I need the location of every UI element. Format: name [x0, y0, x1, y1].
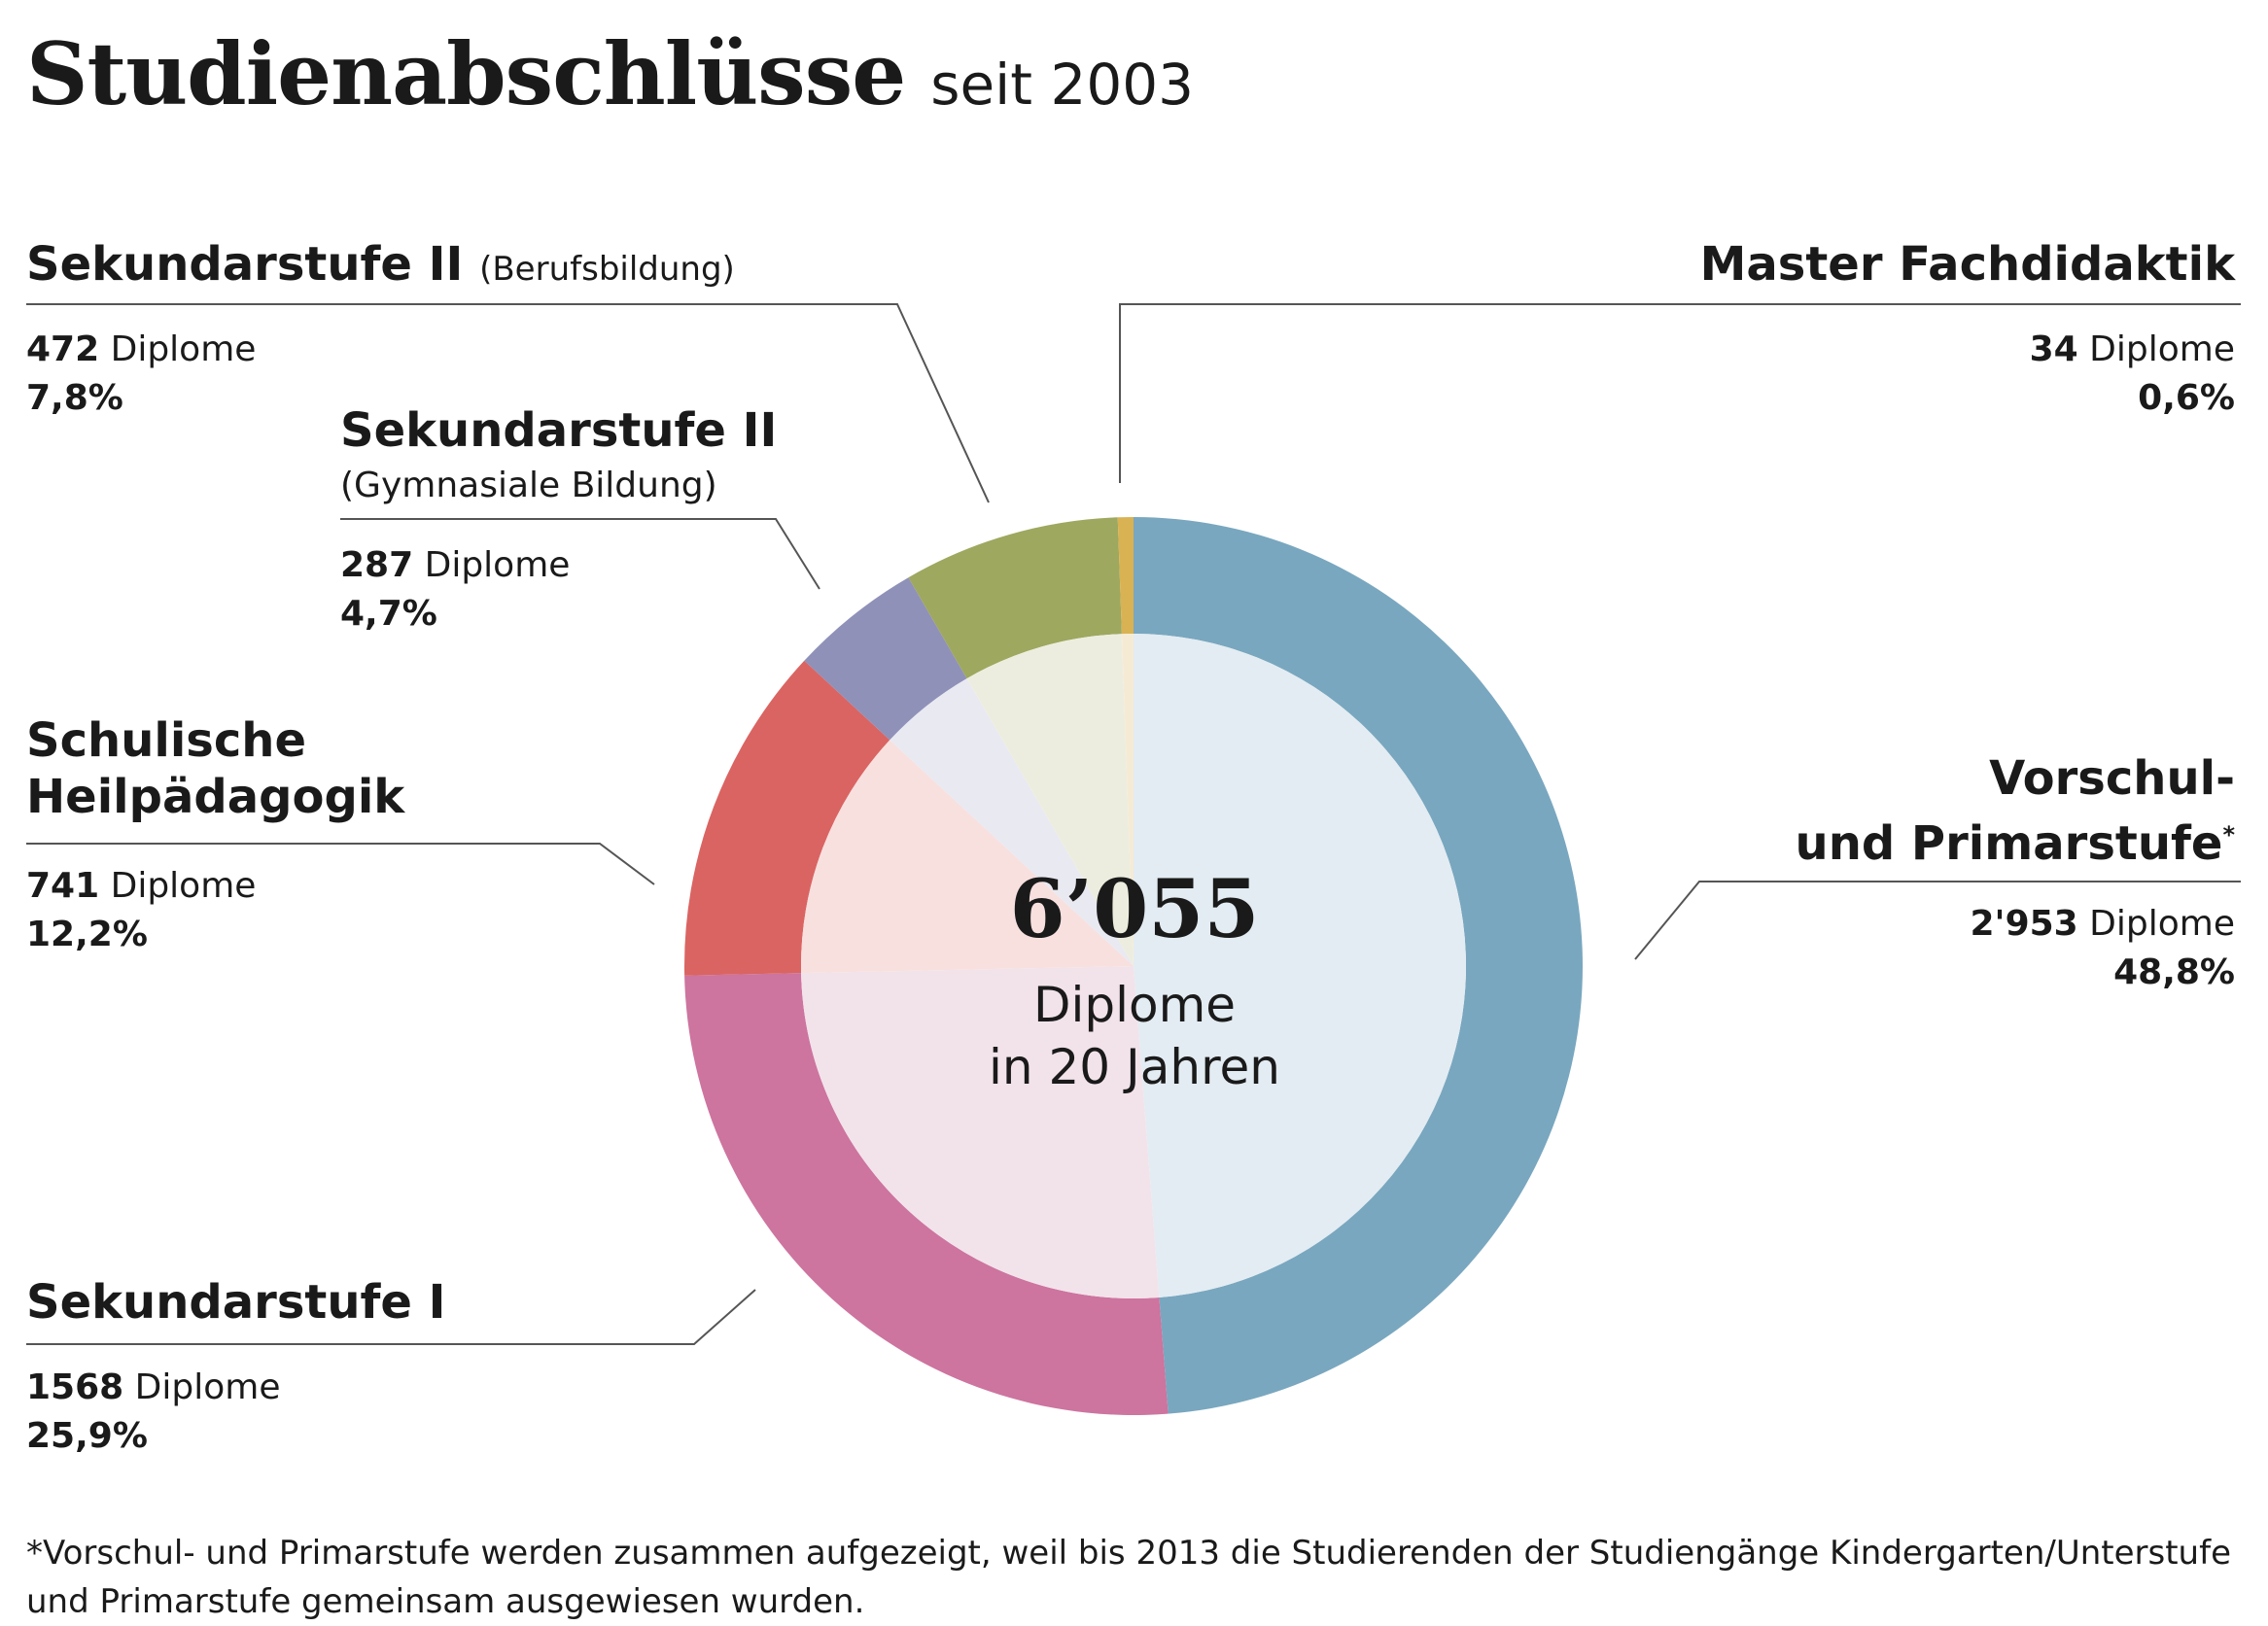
stat-master-percent: 0,6%	[2138, 378, 2235, 418]
label-gymn-sub: (Gymnasiale Bildung)	[340, 466, 717, 505]
leader-line-sek1	[26, 1289, 756, 1345]
stat-gymn-percent: 4,7%	[340, 594, 437, 634]
leader-line-heil	[26, 843, 655, 885]
leader-line-vorschul	[1634, 881, 2241, 960]
leader-line-master	[1119, 303, 2241, 483]
chart-subtitle: seit 2003	[930, 52, 1195, 118]
donut-ring-slice-3	[804, 577, 967, 741]
leader-line-beruf	[26, 303, 990, 503]
donut-inner-slice-1	[801, 966, 1160, 1298]
donut-inner-slice-0	[1134, 634, 1466, 1297]
donut-inner-slice-3	[890, 678, 1134, 966]
stat-vorschul-count: 2'953 Diplome	[1970, 904, 2236, 944]
donut-inner-slice-2	[801, 740, 1134, 974]
label-beruf: Sekundarstufe II (Berufsbildung)	[26, 236, 735, 297]
chart-title-block: Studienabschlüsse seit 2003	[26, 23, 1194, 124]
label-vorschul-line2: und Primarstufe*	[1795, 816, 2235, 871]
label-master: Master Fachdidaktik	[1699, 237, 2235, 292]
donut-ring-slice-2	[684, 660, 890, 976]
donut-ring-slice-4	[908, 517, 1122, 679]
footnote: *Vorschul- und Primarstufe werden zusamm…	[26, 1534, 2231, 1621]
stat-sek1-percent: 25,9%	[26, 1416, 148, 1456]
label-sek1: Sekundarstufe I	[26, 1275, 446, 1330]
stat-heil-percent: 12,2%	[26, 915, 148, 954]
stat-master-count: 34 Diplome	[2029, 329, 2235, 369]
donut-inner-slice-5	[1121, 634, 1134, 966]
leader-lines	[26, 303, 2241, 1345]
label-heil-line2: Heilpädagogik	[26, 770, 405, 824]
stat-sek1-count: 1568 Diplome	[26, 1367, 281, 1407]
donut-slices	[684, 517, 1583, 1415]
stat-gymn-count: 287 Diplome	[340, 545, 571, 585]
label-heil-line1: Schulische	[26, 713, 307, 768]
label-beruf-sub: (Berufsbildung)	[479, 250, 735, 289]
center-total: 6’055	[1009, 863, 1260, 956]
footnote-marker: *	[2222, 821, 2235, 848]
center-label-line2: in 20 Jahren	[989, 1039, 1280, 1095]
label-gymn-title: Sekundarstufe II	[340, 403, 778, 458]
stat-beruf-count: 472 Diplome	[26, 329, 257, 369]
center-label-line1: Diplome	[1032, 977, 1237, 1033]
stat-heil-count: 741 Diplome	[26, 866, 257, 906]
donut-ring-slice-1	[684, 973, 1169, 1415]
donut-ring-slice-5	[1117, 517, 1134, 635]
label-beruf-title: Sekundarstufe II	[26, 237, 464, 292]
label-vorschul-line1: Vorschul-	[1989, 751, 2235, 806]
donut-inner-slice-4	[966, 634, 1134, 966]
chart-title: Studienabschlüsse	[26, 23, 906, 124]
stat-vorschul-percent: 48,8%	[2113, 952, 2235, 992]
stat-beruf-percent: 7,8%	[26, 378, 123, 418]
donut-ring-slice-0	[1134, 517, 1583, 1414]
leader-line-gymn	[340, 518, 820, 590]
